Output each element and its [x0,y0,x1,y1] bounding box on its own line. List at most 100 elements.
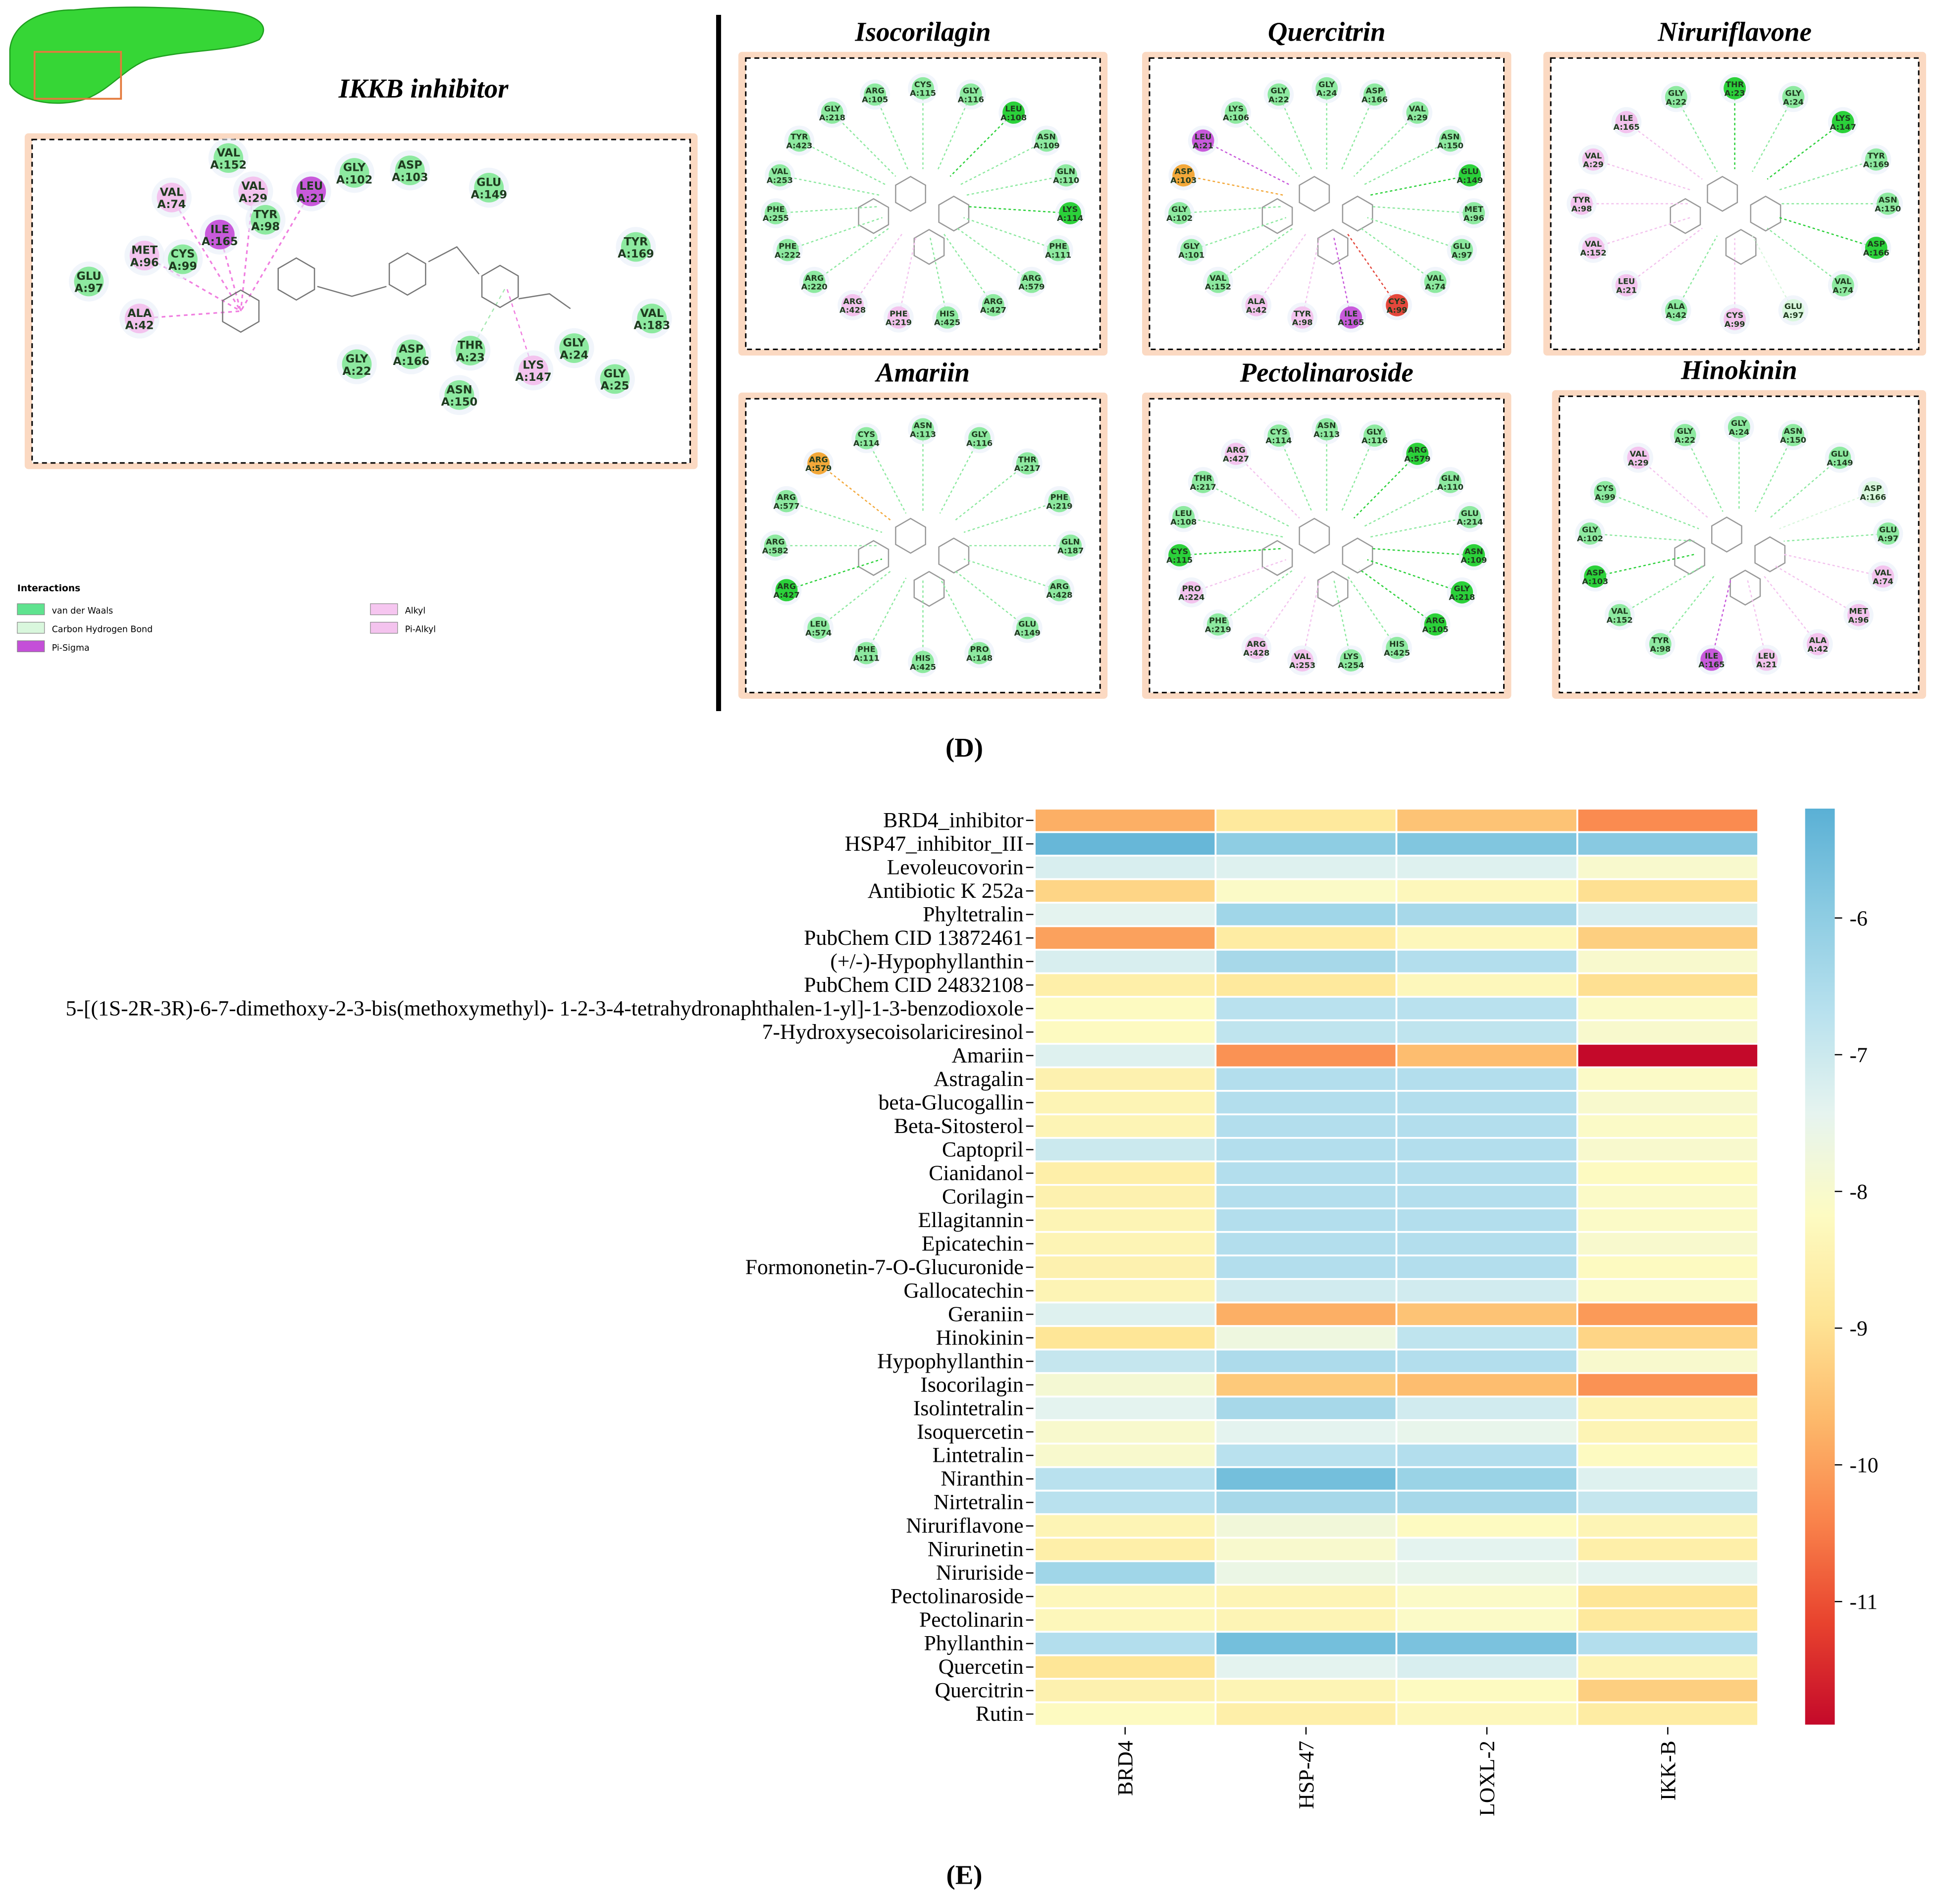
ligand-ring [1261,540,1293,576]
residue-number: A:113 [1313,429,1340,439]
heatmap-cell [1034,855,1217,880]
row-label: Hypophyllanthin [877,1349,1024,1373]
residue-name: LYS [1228,104,1244,113]
heatmap-cell [1576,1490,1759,1515]
heatmap-cell [1214,1678,1398,1703]
interaction-line [939,438,980,514]
heatmap-cell [1214,1466,1398,1492]
residue-number: A:110 [1053,176,1079,185]
heatmap-cell [1576,972,1759,998]
residue-name: VAL [1585,151,1602,160]
residue [621,232,651,262]
residue-number: A:253 [1289,661,1315,670]
heatmap-cell [1214,1584,1398,1609]
heatmap-cell [1395,1254,1578,1280]
residue-number: A:74 [1832,286,1853,295]
heatmap-cell [1395,1019,1578,1045]
interaction-line [959,140,1047,186]
residue [1615,111,1638,134]
residue-number: A:254 [1338,661,1364,670]
interaction-line [787,217,883,251]
residue [1463,202,1485,225]
heatmap-cell [1576,925,1759,951]
residue-name: LEU [1005,104,1022,113]
residue-name: ARG [809,455,828,464]
residue [296,176,326,206]
residue-number: A:97 [1878,534,1898,543]
heatmap-cell [1034,1560,1217,1586]
heatmap-cell [1395,1325,1578,1351]
heatmap-cell [1576,1513,1759,1539]
ligand-ring [1750,195,1781,232]
heatmap-cell [1214,1490,1398,1515]
residue-number: A:114 [1057,213,1083,223]
residue-number: A:150 [1875,204,1901,213]
heatmap-cell [1576,1348,1759,1374]
residue-name: PRO [970,645,989,654]
residue [1579,522,1601,545]
residue-name: CYS [1726,310,1743,320]
heatmap-cell [1395,925,1578,951]
residue-name: ARG [843,297,862,306]
heatmap-cell [1214,1607,1398,1633]
residue-name: VAL [216,147,240,159]
residue-name: LEU [1758,651,1776,661]
residue [395,155,425,185]
residue-number: A:22 [1674,435,1695,445]
interaction-line [1367,559,1463,593]
residue-number: A:149 [1457,176,1483,185]
residue-number: A:579 [1018,282,1045,292]
residue-name: ARG [1226,445,1245,455]
heatmap-cell [1395,972,1578,998]
residue-name: LEU [1618,277,1635,286]
interaction-line [1752,235,1794,311]
residue-name: GLU [1461,167,1479,176]
residue-number: A:99 [1725,319,1745,329]
residue-name: MET [1465,205,1483,214]
heatmap-cell [1576,1631,1759,1656]
residue-number: A:103 [1170,176,1197,185]
residue [129,241,159,270]
residue-name: GLY [1677,426,1693,436]
residue-name: VAL [1630,449,1647,459]
residue-number: A:166 [393,355,429,368]
residue-name: CYS [914,80,932,89]
residue-number: A:147 [1830,122,1856,132]
row-label: Astragalin [934,1067,1024,1091]
legend-swatch [17,621,45,634]
heatmap-cell [1034,1419,1217,1445]
heatmap-cell [1034,878,1217,904]
residue [1035,129,1058,152]
interaction-line [939,577,980,654]
row-label: Geraniin [948,1302,1024,1326]
interaction-line [1278,435,1313,513]
heatmap-cell [1395,1631,1578,1656]
row-label: Captopril [942,1137,1024,1161]
residue-number: A:97 [75,282,104,295]
residue-name: CYS [1596,483,1614,493]
interaction-line [1767,227,1843,286]
interaction-line [1369,174,1470,196]
residue-name: ALA [1668,302,1685,311]
residue [1424,270,1447,293]
row-label: Isocorilagin [920,1373,1023,1396]
heatmap-cell [1395,1136,1578,1163]
row-label: Quercetin [939,1655,1024,1679]
residue [887,306,910,329]
residue [1451,581,1473,604]
interaction-line [930,238,948,318]
legend-swatch [370,621,398,634]
residue-name: GLN [1441,473,1460,483]
residue-name: ARG [1022,273,1041,283]
residue-name: ARG [1050,581,1069,591]
legend-label: Pi-Alkyl [405,624,436,634]
residue-number: A:183 [634,319,671,332]
heatmap-cell [1214,972,1398,998]
residue-name: ASN [446,383,472,396]
interaction-line [1340,435,1375,513]
residue-name: GLU [1018,619,1036,629]
heatmap-cell [1214,1701,1398,1727]
residue-number: A:165 [1338,318,1364,327]
residue-number: A:106 [1223,113,1249,122]
column-label: BRD4 [1114,1741,1138,1796]
